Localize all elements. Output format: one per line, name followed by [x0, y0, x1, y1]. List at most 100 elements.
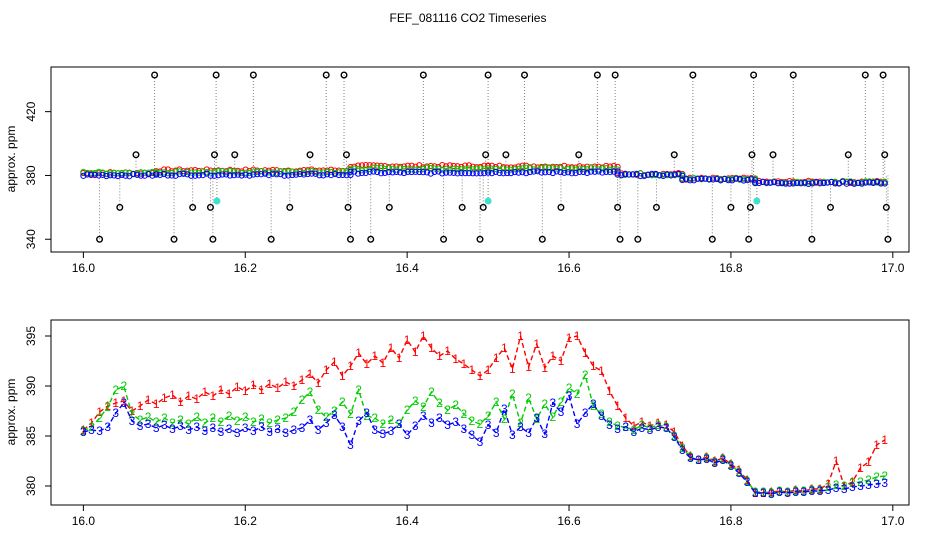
- top-outlier-black: [116, 203, 124, 211]
- top-blue-point: [755, 179, 763, 187]
- bottom-series-2-marker: 2: [242, 410, 249, 424]
- bottom-series-3-marker: 3: [598, 409, 605, 423]
- bottom-series-3-marker: 3: [663, 421, 670, 435]
- top-xtick-label: 16.0: [72, 261, 96, 275]
- top-outlier-black: [170, 235, 178, 243]
- top-blue-point: [515, 169, 522, 176]
- bottom-series-1-marker: 1: [582, 346, 589, 360]
- top-blue-point: [304, 170, 311, 178]
- top-blue-point: [713, 175, 720, 183]
- bottom-series-1-marker: 1: [299, 373, 306, 387]
- top-green-point: [488, 165, 496, 172]
- bottom-series-1-marker: 1: [776, 484, 783, 498]
- bottom-series-1-marker: 1: [80, 423, 87, 437]
- top-outlier-points: [96, 71, 892, 243]
- top-red-point: [246, 167, 253, 175]
- bottom-series-1-marker: 1: [703, 450, 710, 464]
- top-blue-point: [137, 172, 144, 179]
- top-blue-point: [644, 171, 652, 178]
- bottom-series-3-marker: 3: [161, 418, 168, 432]
- top-green-point: [442, 165, 450, 172]
- top-blue-point: [250, 171, 257, 178]
- top-blue-point: [408, 168, 415, 176]
- top-green-point: [312, 168, 319, 175]
- bottom-series-2-marker: 2: [177, 413, 184, 427]
- bottom-series-1-marker: 1: [331, 355, 338, 369]
- top-blue-point: [507, 170, 515, 177]
- top-main-points: [80, 162, 888, 187]
- bottom-series-2-marker: 2: [857, 475, 864, 489]
- top-blue-point: [774, 180, 782, 187]
- bottom-series-1-marker: 1: [396, 351, 403, 365]
- top-outlier-black: [440, 235, 448, 243]
- top-green-point: [580, 165, 587, 173]
- top-green-point: [226, 168, 234, 175]
- bottom-series-3-marker: 3: [104, 420, 111, 434]
- bottom-series-3-marker: 3: [477, 435, 484, 449]
- bottom-series-1-marker: 1: [630, 419, 637, 433]
- bottom-series-1-marker: 1: [226, 387, 233, 401]
- bottom-series-2-marker: 2: [436, 396, 443, 410]
- top-green-point: [207, 169, 214, 176]
- top-blue-point: [195, 172, 203, 179]
- bottom-series-1-marker: 1: [517, 329, 524, 343]
- top-xtick-label: 16.6: [557, 261, 581, 275]
- top-green-point: [374, 165, 381, 172]
- bottom-series-2-marker: 2: [137, 413, 144, 427]
- top-green-point: [324, 168, 331, 176]
- bottom-xtick-label: 16.0: [72, 514, 96, 528]
- top-outlier-black: [322, 71, 330, 79]
- top-blue-point: [744, 176, 751, 184]
- bottom-series-3-marker: 3: [331, 408, 338, 422]
- bottom-series-2-marker: 2: [639, 418, 646, 432]
- bottom-series-1-marker: 1: [347, 359, 354, 373]
- top-green-point: [103, 170, 110, 177]
- top-outlier-black: [884, 235, 892, 243]
- bottom-series-3-marker: 3: [687, 451, 694, 465]
- top-blue-point: [385, 169, 392, 176]
- top-blue-point: [797, 180, 805, 187]
- bottom-series-2-marker: 2: [250, 415, 257, 429]
- top-outlier-black: [750, 71, 758, 79]
- bottom-series-3-marker: 3: [809, 484, 816, 498]
- top-blue-point: [277, 171, 284, 178]
- bottom-series-2-marker: 2: [752, 485, 759, 499]
- bottom-series-2-marker: 2: [339, 395, 346, 409]
- bottom-series-3-marker: 3: [825, 483, 832, 497]
- top-outlier-black: [286, 203, 294, 211]
- top-outlier-cyan: [484, 197, 492, 205]
- top-outlier-black: [479, 203, 487, 211]
- top-blue-point: [118, 171, 125, 179]
- bottom-series-1-marker: 1: [428, 341, 435, 355]
- bottom-series-2-marker: 2: [622, 420, 629, 434]
- bottom-series-3-marker: 3: [558, 405, 565, 419]
- bottom-series-3-marker: 3: [242, 421, 249, 435]
- bottom-series-2-marker: 2: [849, 476, 856, 490]
- top-blue-point: [580, 168, 587, 176]
- top-blue-point: [454, 170, 461, 177]
- top-outlier-black: [593, 71, 601, 79]
- bottom-series-2-marker: 2: [800, 484, 807, 498]
- bottom-series-2-marker: 2: [218, 415, 225, 429]
- top-outlier-black: [344, 203, 352, 211]
- top-blue-point: [339, 171, 346, 179]
- bottom-series-3-marker: 3: [744, 475, 751, 489]
- top-outlier-black: [575, 151, 583, 159]
- bottom-series-1-marker: 1: [728, 457, 735, 471]
- bottom-series-2-marker: 2: [299, 393, 306, 407]
- top-blue-point: [168, 172, 175, 179]
- bottom-series-2-marker: 2: [558, 395, 565, 409]
- top-red-point: [439, 162, 446, 169]
- top-green-point: [219, 167, 226, 175]
- top-xtick-label: 16.8: [719, 261, 743, 275]
- bottom-series-3-marker: 3: [258, 420, 265, 434]
- bottom-series-3-marker: 3: [193, 420, 200, 434]
- bottom-series-1-marker: 1: [501, 341, 508, 355]
- bottom-series-2-marker: 2: [266, 416, 273, 430]
- top-blue-point: [767, 179, 774, 186]
- top-blue-point: [622, 171, 629, 178]
- bottom-series-3-marker: 3: [290, 423, 297, 437]
- bottom-series-2-marker: 2: [121, 379, 128, 393]
- top-blue-point: [465, 170, 473, 177]
